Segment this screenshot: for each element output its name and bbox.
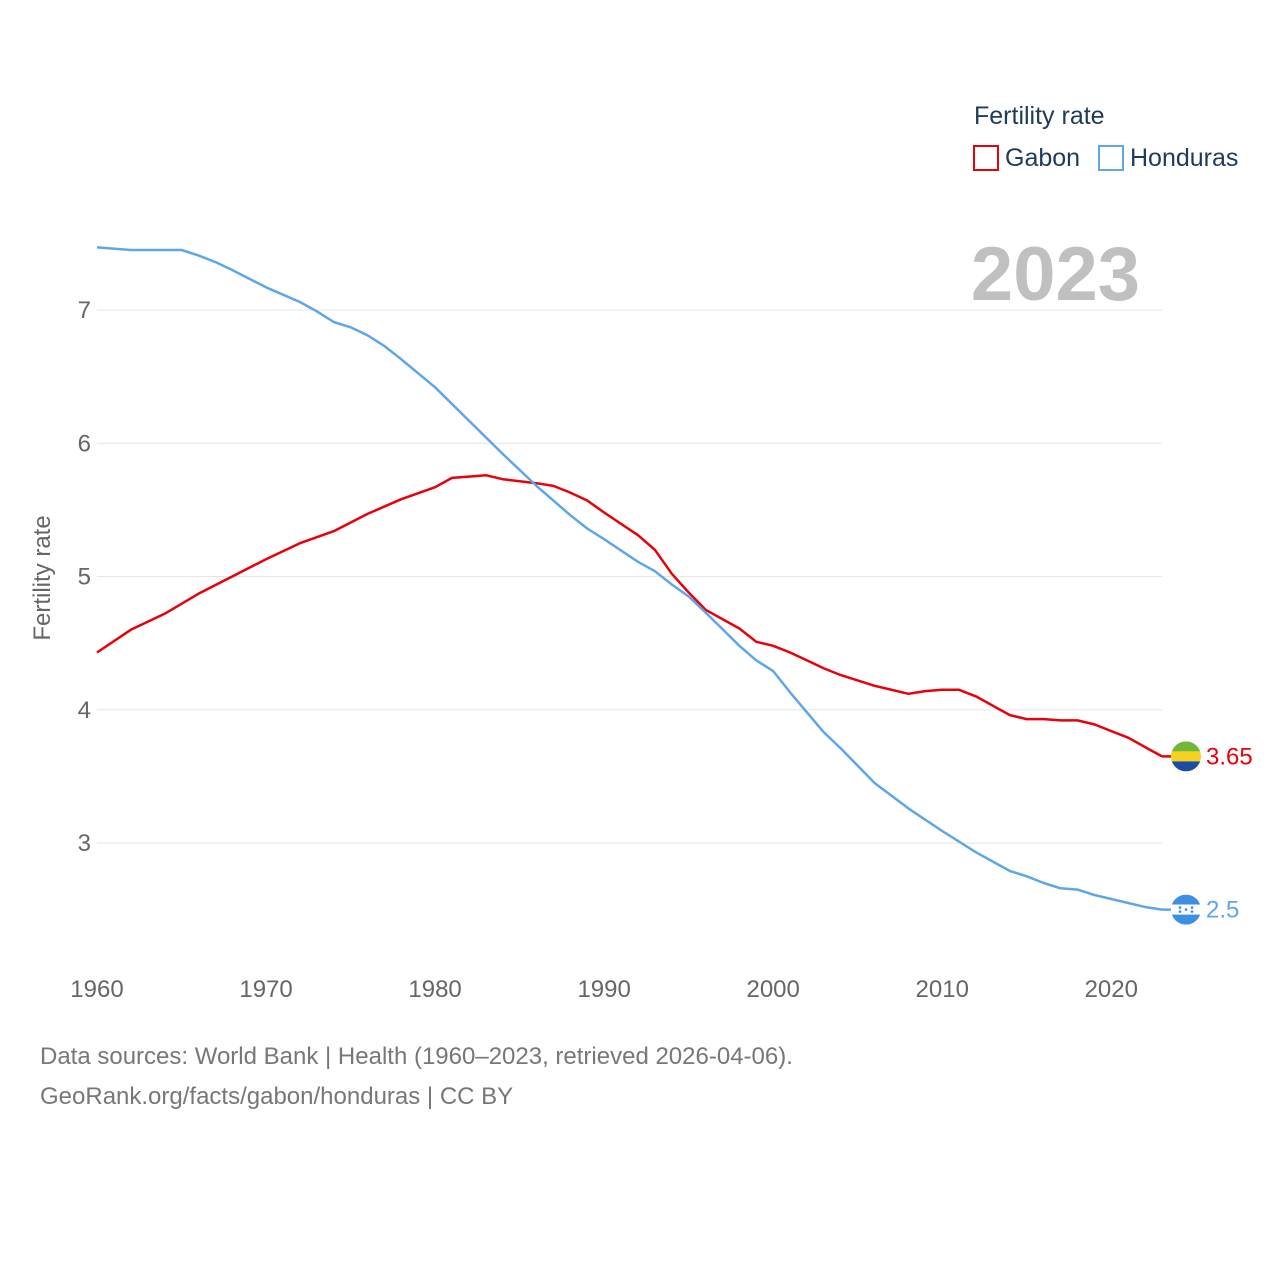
legend-swatch-gabon[interactable]	[973, 145, 999, 171]
gabon-end-label: 3.65	[1206, 743, 1253, 770]
y-tick-label: 4	[78, 697, 91, 724]
y-axis-label: Fertility rate	[29, 515, 56, 640]
gridlines	[97, 309, 1162, 844]
end-markers: 3.65 2.5	[1171, 741, 1253, 925]
footer-source: Data sources: World Bank | Health (1960–…	[40, 1043, 793, 1070]
year-label: 2023	[971, 232, 1140, 317]
x-tick-label: 1990	[577, 976, 630, 1003]
gabon-flag-icon	[1171, 741, 1201, 772]
legend-label-honduras[interactable]: Honduras	[1130, 144, 1238, 172]
y-tick-label: 5	[78, 564, 91, 591]
y-tick-label: 3	[78, 830, 91, 857]
honduras-end-label: 2.5	[1206, 897, 1239, 924]
series-line-gabon	[96, 473, 1163, 758]
x-tick-label: 2010	[916, 976, 969, 1003]
x-tick-label: 1970	[239, 976, 292, 1003]
legend-title: Fertility rate	[974, 102, 1105, 130]
x-tick-label: 1980	[408, 976, 461, 1003]
x-axis: 1960 1970 1980 1990 2000 2010 2020	[70, 976, 1138, 1003]
legend: Fertility rate Gabon Honduras	[973, 102, 1238, 172]
series-line-honduras	[96, 246, 1163, 911]
x-tick-label: 1960	[70, 976, 123, 1003]
series-lines	[96, 246, 1171, 911]
x-tick-label: 2020	[1085, 976, 1138, 1003]
x-tick-label: 2000	[746, 976, 799, 1003]
y-tick-label: 6	[78, 430, 91, 457]
legend-swatch-honduras[interactable]	[1098, 145, 1124, 171]
y-tick-label: 7	[78, 297, 91, 324]
y-axis: 3 4 5 6 7	[78, 297, 91, 857]
footer-attribution: GeoRank.org/facts/gabon/honduras | CC BY	[40, 1083, 514, 1110]
honduras-flag-icon	[1171, 894, 1201, 925]
legend-label-gabon[interactable]: Gabon	[1005, 144, 1080, 172]
